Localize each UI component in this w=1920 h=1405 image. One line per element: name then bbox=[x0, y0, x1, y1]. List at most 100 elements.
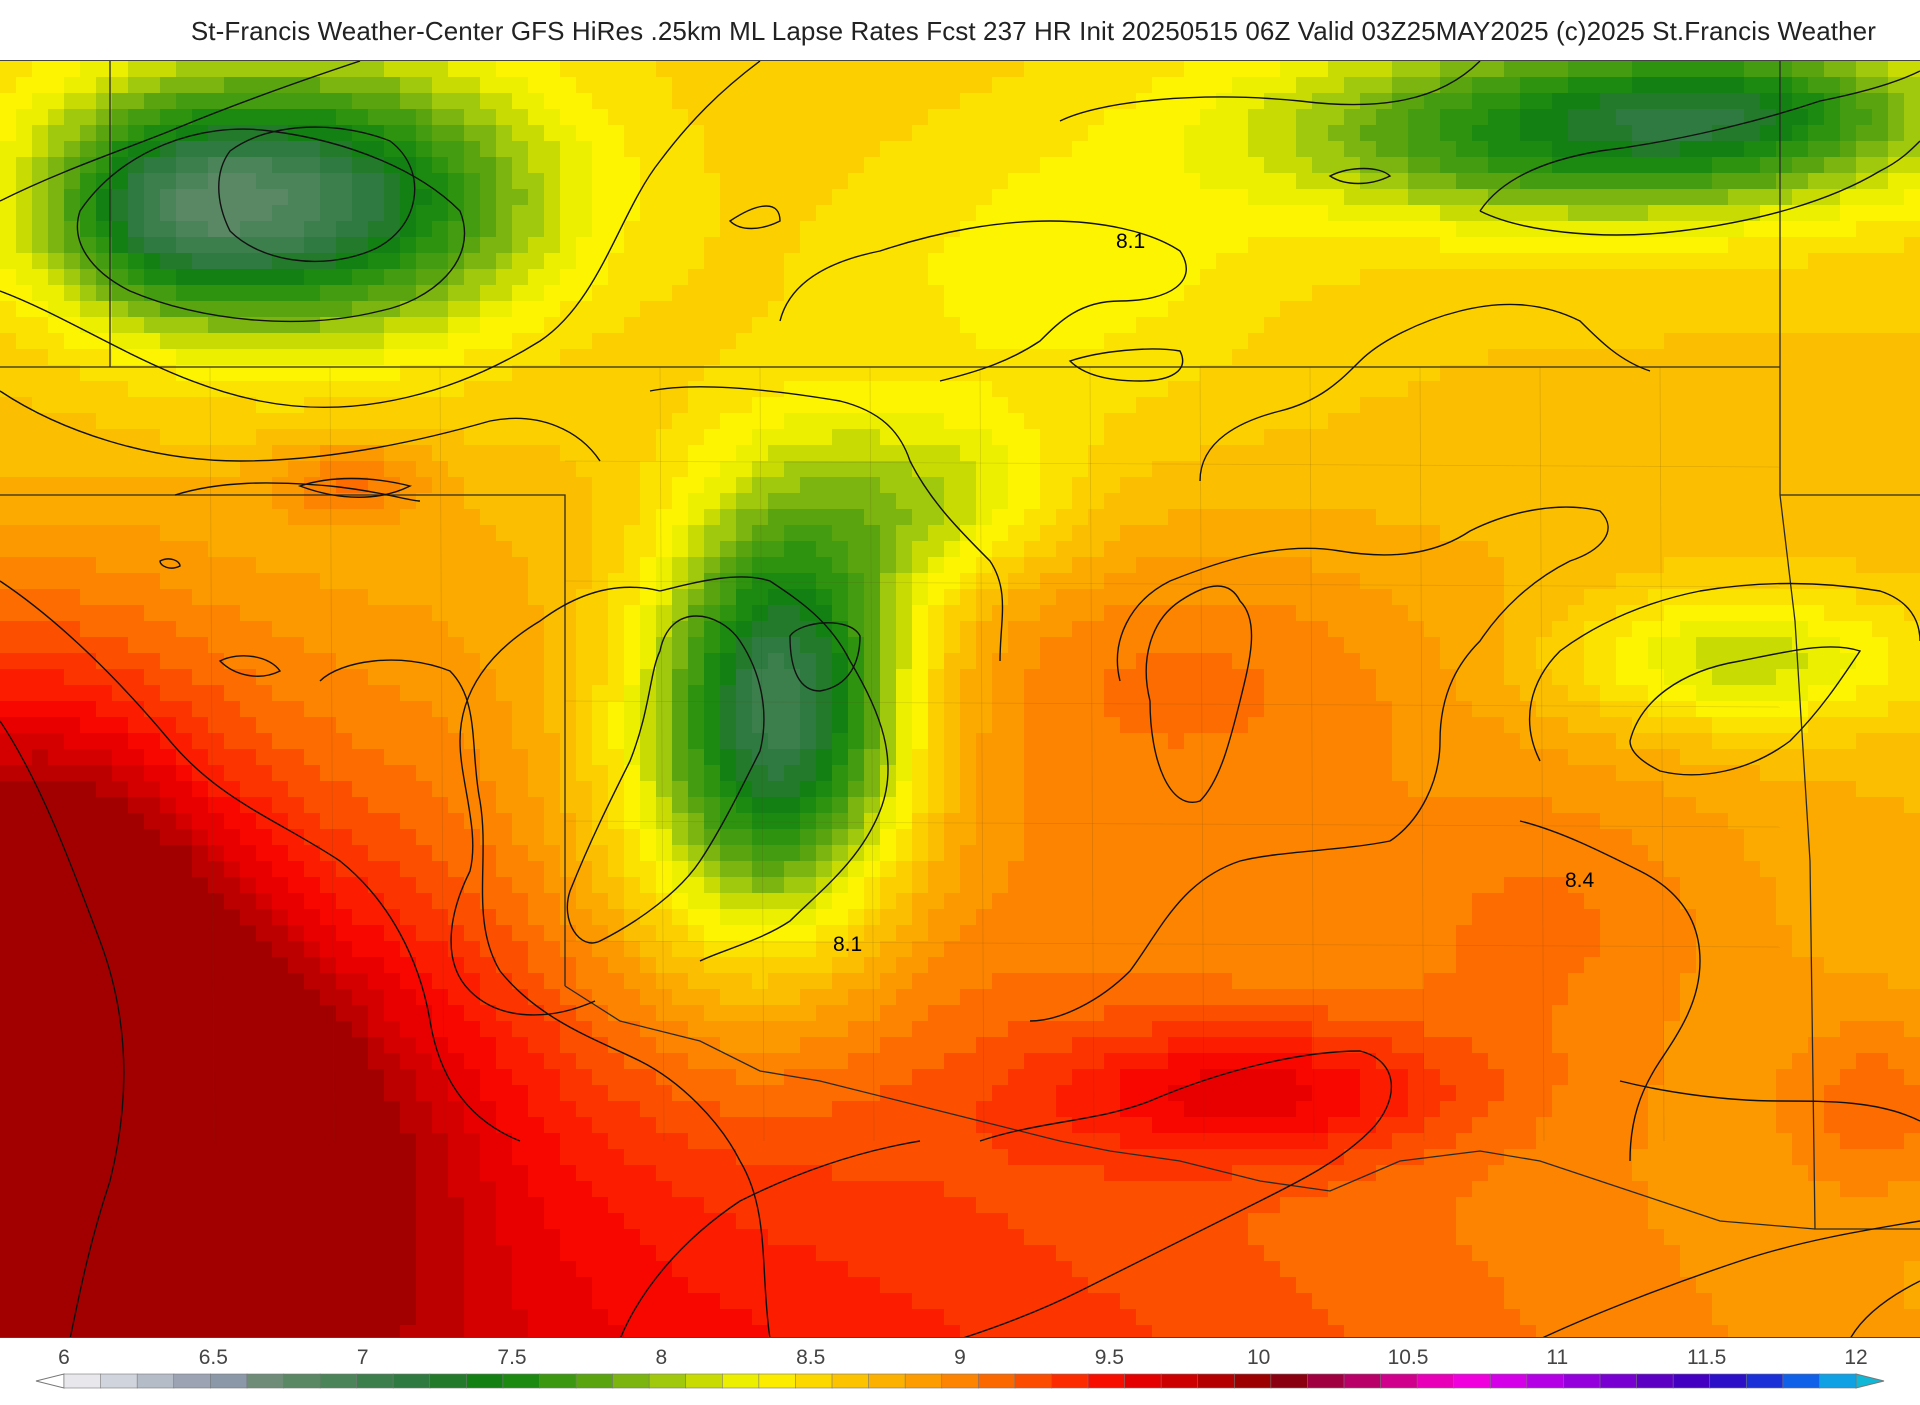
fill-cell bbox=[1248, 317, 1265, 334]
fill-cell bbox=[1744, 429, 1761, 446]
fill-cell bbox=[1744, 301, 1761, 318]
fill-cell bbox=[480, 221, 497, 238]
fill-cell bbox=[656, 141, 673, 158]
fill-cell bbox=[112, 189, 129, 206]
fill-cell bbox=[1232, 301, 1249, 318]
fill-cell bbox=[112, 397, 129, 414]
fill-cell bbox=[1184, 461, 1201, 478]
fill-cell bbox=[400, 173, 417, 190]
fill-cell bbox=[1488, 413, 1505, 430]
fill-cell bbox=[1408, 141, 1425, 158]
fill-cell bbox=[1792, 445, 1809, 462]
fill-cell bbox=[1184, 605, 1201, 622]
fill-cell bbox=[112, 461, 129, 478]
fill-cell bbox=[320, 445, 337, 462]
fill-cell bbox=[1408, 269, 1425, 286]
fill-cell bbox=[368, 253, 385, 270]
fill-cell bbox=[432, 93, 449, 110]
fill-cell bbox=[144, 509, 161, 526]
fill-cell bbox=[1232, 237, 1249, 254]
fill-cell bbox=[800, 653, 817, 670]
fill-cell bbox=[576, 301, 593, 318]
fill-cell bbox=[240, 109, 257, 126]
fill-cell bbox=[0, 157, 17, 174]
fill-cell bbox=[400, 589, 417, 606]
fill-cell bbox=[1296, 413, 1313, 430]
fill-cell bbox=[1328, 141, 1345, 158]
fill-cell bbox=[544, 93, 561, 110]
fill-cell bbox=[448, 381, 465, 398]
fill-cell bbox=[208, 61, 225, 78]
fill-cell bbox=[1120, 589, 1137, 606]
fill-cell bbox=[400, 365, 417, 382]
fill-cell bbox=[816, 637, 833, 654]
fill-cell bbox=[1248, 381, 1265, 398]
fill-cell bbox=[1056, 525, 1073, 542]
fill-cell bbox=[1632, 509, 1649, 526]
fill-cell bbox=[1504, 365, 1521, 382]
fill-cell bbox=[960, 573, 977, 590]
fill-cell bbox=[1824, 381, 1841, 398]
fill-cell bbox=[288, 429, 305, 446]
fill-cell bbox=[688, 349, 705, 366]
fill-cell bbox=[1376, 205, 1393, 222]
fill-cell bbox=[880, 701, 897, 718]
fill-cell bbox=[608, 461, 625, 478]
fill-cell bbox=[1232, 637, 1249, 654]
fill-cell bbox=[1216, 189, 1233, 206]
fill-cell bbox=[880, 365, 897, 382]
fill-cell bbox=[752, 621, 769, 638]
fill-cell bbox=[288, 365, 305, 382]
fill-cell bbox=[192, 285, 209, 302]
fill-cell bbox=[912, 653, 929, 670]
fill-cell bbox=[320, 413, 337, 430]
fill-cell bbox=[704, 141, 721, 158]
fill-cell bbox=[1072, 237, 1089, 254]
fill-cell bbox=[384, 125, 401, 142]
fill-cell bbox=[1440, 173, 1457, 190]
fill-cell bbox=[688, 317, 705, 334]
fill-cell bbox=[976, 77, 993, 94]
fill-cell bbox=[784, 445, 801, 462]
fill-cell bbox=[496, 349, 513, 366]
fill-cell bbox=[80, 77, 97, 94]
fill-cell bbox=[1472, 221, 1489, 238]
fill-cell bbox=[288, 573, 305, 590]
fill-cell bbox=[240, 461, 257, 478]
fill-cell bbox=[912, 589, 929, 606]
fill-cell bbox=[784, 285, 801, 302]
fill-cell bbox=[1552, 637, 1569, 654]
fill-cell bbox=[1184, 589, 1201, 606]
fill-cell bbox=[1600, 397, 1617, 414]
fill-cell bbox=[1024, 701, 1041, 718]
fill-cell bbox=[960, 685, 977, 702]
fill-cell bbox=[1104, 173, 1121, 190]
fill-cell bbox=[1728, 621, 1745, 638]
fill-cell bbox=[1136, 333, 1153, 350]
fill-cell bbox=[336, 173, 353, 190]
fill-cell bbox=[1824, 669, 1841, 686]
fill-cell bbox=[976, 653, 993, 670]
fill-cell bbox=[1712, 125, 1729, 142]
fill-cell bbox=[800, 397, 817, 414]
fill-cell bbox=[1776, 621, 1793, 638]
fill-cell bbox=[1232, 77, 1249, 94]
fill-cell bbox=[928, 237, 945, 254]
fill-cell bbox=[352, 653, 369, 670]
fill-cell bbox=[1856, 157, 1873, 174]
fill-cell bbox=[1488, 141, 1505, 158]
fill-cell bbox=[400, 189, 417, 206]
fill-cell bbox=[752, 141, 769, 158]
fill-cell bbox=[896, 477, 913, 494]
fill-cell bbox=[784, 493, 801, 510]
fill-cell bbox=[496, 77, 513, 94]
fill-cell bbox=[1792, 317, 1809, 334]
fill-cell bbox=[992, 525, 1009, 542]
fill-cell bbox=[1888, 413, 1905, 430]
lapse-rate-map[interactable]: 8.1 8.1 8.4 bbox=[0, 60, 1920, 1338]
fill-cell bbox=[912, 173, 929, 190]
fill-cell bbox=[1872, 605, 1889, 622]
fill-cell bbox=[1072, 525, 1089, 542]
fill-cell bbox=[32, 413, 49, 430]
fill-cell bbox=[1168, 269, 1185, 286]
